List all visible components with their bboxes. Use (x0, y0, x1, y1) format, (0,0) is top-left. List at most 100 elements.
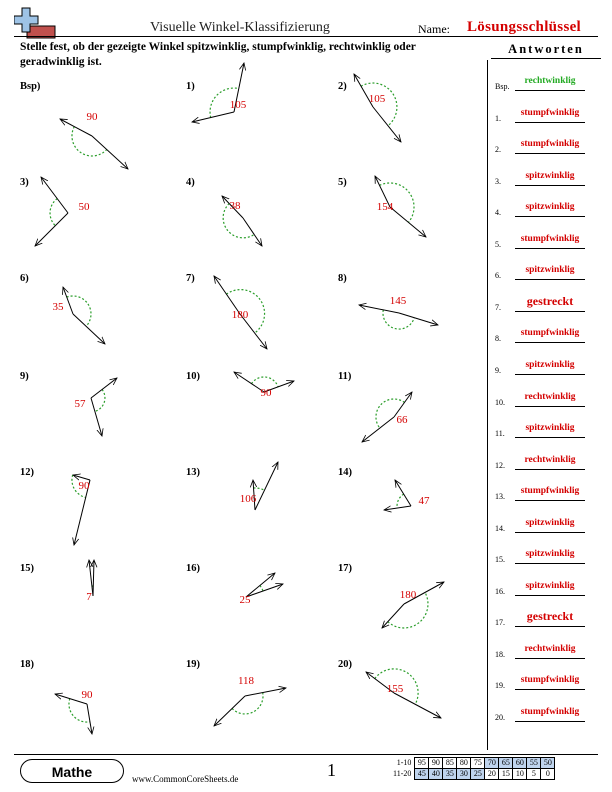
answer-text: spitzwinklig (525, 170, 575, 181)
answer-blank[interactable] (515, 121, 585, 123)
answer-blank[interactable] (515, 594, 585, 596)
answer-blank[interactable] (515, 90, 585, 91)
angle-arc (94, 389, 106, 412)
answer-blank[interactable] (515, 468, 585, 470)
angle-ray (389, 206, 426, 237)
angle-measure: 25 (240, 594, 252, 606)
angle-arc (375, 398, 405, 429)
angle-ray (91, 135, 128, 169)
angle-problem: 14) 47 (338, 467, 430, 510)
angle-measure: 66 (397, 414, 409, 426)
angle-problem: 7) 180 (186, 273, 267, 349)
answer-row: 5. stumpfwinklig (495, 234, 605, 254)
angle-arc (226, 289, 266, 334)
score-cell: 85 (442, 757, 458, 769)
angle-arc (379, 182, 415, 223)
answer-number: 15. (495, 555, 505, 565)
angle-problem: 16) 25 (186, 563, 283, 606)
answers-heading: Antworten (508, 42, 584, 56)
answer-blank[interactable] (515, 500, 585, 502)
answer-text: spitzwinklig (525, 359, 575, 370)
problem-label: 14) (338, 467, 353, 478)
answer-blank[interactable] (515, 531, 585, 533)
angle-ray (393, 392, 412, 418)
angle-problem: 5) 154 (338, 176, 426, 237)
score-cell: 0 (540, 768, 556, 780)
angle-ray (393, 692, 441, 718)
score-cell: 25 (470, 768, 486, 780)
score-range: 11-20 (393, 769, 412, 778)
angle-arc (222, 203, 255, 239)
angle-measure: 145 (390, 295, 407, 307)
problem-label: 12) (20, 467, 35, 478)
problem-label: 20) (338, 659, 353, 670)
answer-text: rechtwinklig (524, 391, 576, 402)
angle-arc (253, 487, 265, 491)
answer-number: 5. (495, 239, 501, 249)
score-cell: 10 (512, 768, 528, 780)
score-cell: 65 (498, 757, 514, 769)
angle-ray (63, 287, 74, 315)
angle-measure: 90 (87, 111, 99, 123)
answer-blank[interactable] (515, 626, 585, 628)
name-label: Name: (418, 22, 450, 36)
score-cell: 55 (526, 757, 542, 769)
subject-badge: Mathe (20, 759, 124, 783)
answer-blank[interactable] (515, 405, 585, 407)
angle-arc (68, 698, 91, 723)
angle-ray (398, 312, 438, 325)
answer-text: stumpfwinklig (520, 107, 580, 118)
answer-number: 4. (495, 208, 501, 218)
angle-arc (360, 82, 398, 127)
answer-row: 13. stumpfwinklig (495, 486, 605, 506)
score-cell: 40 (428, 768, 444, 780)
answer-blank[interactable] (515, 657, 585, 659)
score-range: 1-10 (396, 758, 412, 767)
answer-blank[interactable] (515, 184, 585, 186)
answer-number: 16. (495, 586, 505, 596)
problems-grid: Bsp) 90 1) 105 2) 105 3) 50 4) 38 5) 154 6) 35 7) 180 8)… (20, 0, 487, 760)
answer-number: 2. (495, 145, 501, 155)
problem-label: 18) (20, 659, 35, 670)
answer-blank[interactable] (515, 373, 585, 375)
score-cell: 15 (498, 768, 514, 780)
answer-blank[interactable] (515, 216, 585, 218)
angle-measure: 90 (82, 689, 94, 701)
answer-number: 20. (495, 713, 505, 722)
angle-problem: 1) 105 (186, 63, 247, 122)
answer-blank[interactable] (515, 153, 585, 155)
angle-arc (374, 668, 419, 705)
angle-arc (66, 295, 92, 327)
answer-row: 10. rechtwinklig (495, 392, 605, 412)
problem-label: 8) (338, 273, 347, 284)
angle-problem: 20) 155 (338, 659, 441, 718)
angle-ray (354, 74, 374, 108)
angle-measure: 57 (75, 398, 87, 410)
angle-ray (245, 584, 283, 598)
score-cell: 45 (414, 768, 430, 780)
answer-blank[interactable] (515, 279, 585, 281)
answer-blank[interactable] (515, 689, 585, 691)
answer-text: spitzwinklig (525, 580, 575, 591)
answer-blank[interactable] (515, 247, 585, 249)
answer-row: 19. stumpfwinklig (495, 675, 605, 695)
problem-label: 1) (186, 81, 195, 92)
answer-blank[interactable] (515, 721, 585, 722)
answer-blank[interactable] (515, 437, 585, 439)
answer-blank[interactable] (515, 342, 585, 344)
angle-arc (382, 309, 415, 330)
angle-problem: 10) 90 (186, 371, 294, 399)
angle-problem: 12) 90 (20, 467, 91, 545)
answer-text: spitzwinklig (525, 265, 575, 276)
answer-row: Bsp. rechtwinklig (495, 76, 605, 96)
angle-ray (359, 305, 400, 314)
answer-row: 1. stumpfwinklig (495, 108, 605, 128)
answer-text: stumpfwinklig (520, 486, 580, 497)
answer-blank[interactable] (515, 310, 585, 312)
angle-problem: 2) 105 (338, 74, 401, 142)
angle-arc (209, 87, 239, 118)
angle-ray (382, 603, 405, 628)
problem-label: 9) (20, 371, 29, 382)
answer-blank[interactable] (515, 563, 585, 565)
angle-ray (41, 177, 69, 214)
